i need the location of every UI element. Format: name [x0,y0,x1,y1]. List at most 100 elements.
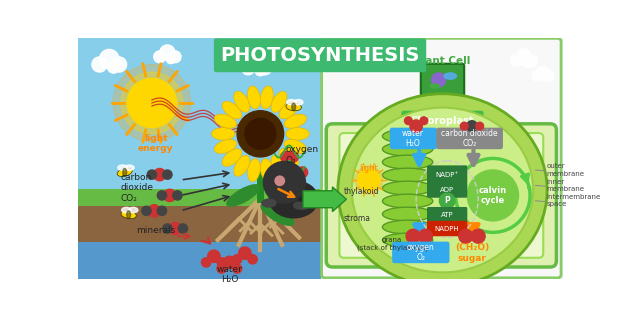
Text: intermembrane
space: intermembrane space [546,194,600,207]
Circle shape [100,49,119,69]
Text: water
H₂O: water H₂O [217,265,242,284]
Circle shape [163,224,172,233]
FancyArrow shape [303,187,346,212]
Circle shape [223,256,235,269]
Circle shape [466,169,519,222]
Circle shape [439,193,455,208]
Circle shape [173,191,182,200]
Circle shape [545,71,555,81]
Ellipse shape [121,211,136,219]
Circle shape [113,64,191,141]
Circle shape [418,229,433,243]
Circle shape [297,167,307,178]
Circle shape [245,118,276,149]
Circle shape [248,55,265,72]
Ellipse shape [212,128,235,140]
Circle shape [202,258,211,267]
Circle shape [255,66,265,76]
Circle shape [420,117,428,125]
Circle shape [239,247,251,259]
Circle shape [274,175,285,186]
Text: calvin
cycle: calvin cycle [479,186,507,205]
Ellipse shape [284,140,307,153]
Ellipse shape [128,207,138,213]
FancyBboxPatch shape [401,111,483,132]
Ellipse shape [247,86,260,109]
Circle shape [163,170,172,179]
Ellipse shape [117,168,132,177]
FancyBboxPatch shape [322,38,561,278]
Text: water
H₂O: water H₂O [402,129,424,148]
Circle shape [510,55,522,67]
Ellipse shape [260,203,295,226]
Ellipse shape [118,165,127,170]
FancyBboxPatch shape [421,64,464,99]
Circle shape [148,205,160,217]
Circle shape [157,206,167,215]
Ellipse shape [286,103,302,111]
Circle shape [232,264,242,273]
Ellipse shape [214,140,237,153]
FancyBboxPatch shape [78,38,321,279]
FancyBboxPatch shape [390,128,437,149]
Ellipse shape [214,114,237,128]
Ellipse shape [126,211,131,218]
Ellipse shape [123,168,126,176]
Ellipse shape [382,194,433,208]
Circle shape [471,229,485,243]
Text: light: light [359,164,378,173]
Circle shape [111,57,126,72]
Circle shape [108,61,120,73]
Circle shape [406,229,420,243]
Ellipse shape [382,142,433,156]
Text: inner
membrane: inner membrane [546,179,584,192]
Ellipse shape [125,165,134,170]
Circle shape [285,51,294,59]
Text: (CH₂O)
sugar: (CH₂O) sugar [455,244,489,263]
Text: oxygen
O₂: oxygen O₂ [286,145,319,165]
Text: stroma: stroma [344,214,371,223]
Circle shape [526,55,538,67]
Ellipse shape [429,83,440,89]
Circle shape [280,151,291,162]
Circle shape [263,161,306,204]
Circle shape [157,191,167,200]
Ellipse shape [382,207,433,221]
Circle shape [169,222,182,235]
Text: thylakoid: thylakoid [344,187,379,196]
Circle shape [279,42,293,56]
Ellipse shape [271,91,287,112]
Circle shape [166,54,175,64]
Circle shape [358,169,380,191]
Ellipse shape [222,149,242,167]
Circle shape [466,121,478,131]
Text: minerals: minerals [136,226,176,234]
Ellipse shape [247,159,260,182]
Ellipse shape [294,100,303,105]
Circle shape [287,48,299,58]
Ellipse shape [382,129,433,143]
Text: outer
membrane: outer membrane [546,163,584,177]
Circle shape [410,120,423,132]
FancyBboxPatch shape [78,242,321,279]
Circle shape [355,166,383,194]
Ellipse shape [286,128,309,140]
Circle shape [153,168,166,181]
Text: light
energy: light energy [138,134,173,153]
FancyBboxPatch shape [326,124,557,267]
Circle shape [160,45,175,60]
Circle shape [459,229,473,243]
Circle shape [282,182,293,193]
FancyBboxPatch shape [427,182,467,198]
Circle shape [290,167,300,178]
FancyBboxPatch shape [427,165,467,184]
Circle shape [208,250,220,262]
Circle shape [248,255,257,264]
Circle shape [516,49,531,64]
Circle shape [289,182,300,193]
Circle shape [404,117,413,125]
Ellipse shape [382,168,433,182]
Ellipse shape [338,94,547,286]
Ellipse shape [292,103,295,111]
Ellipse shape [261,198,277,208]
